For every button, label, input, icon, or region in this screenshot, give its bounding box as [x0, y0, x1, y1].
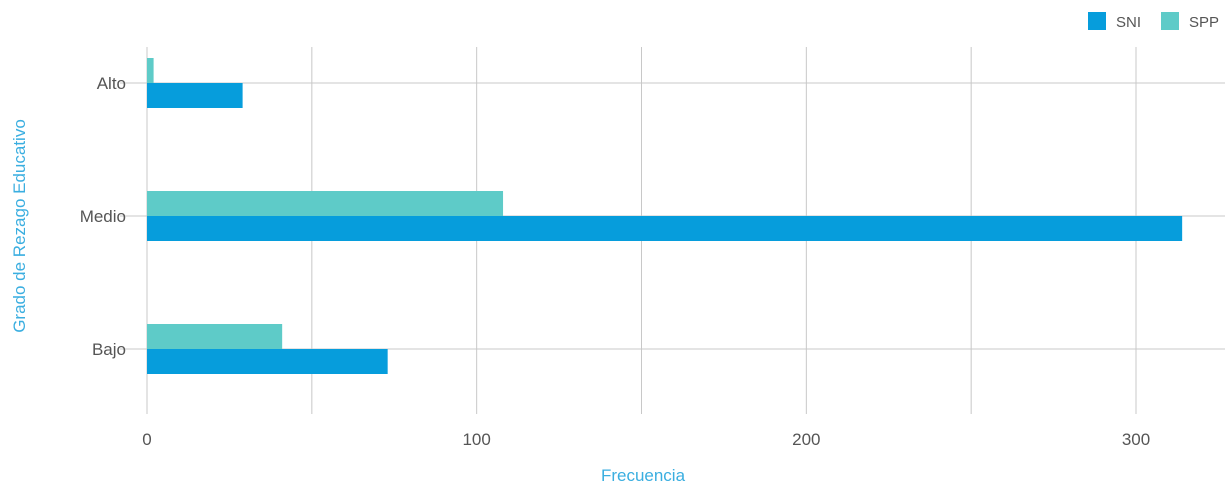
- legend-swatch-sni: [1088, 12, 1106, 30]
- x-axis-title: Frecuencia: [601, 466, 686, 483]
- x-tick-label: 100: [462, 430, 490, 449]
- legend: SNI SPP: [1088, 12, 1219, 31]
- bar-sni-medio: [147, 216, 1183, 241]
- bar-spp-alto: [147, 58, 154, 83]
- x-axis-ticks: 0 100 200 300: [142, 430, 1150, 449]
- bar-sni-alto: [147, 83, 243, 108]
- x-tick-label: 0: [142, 430, 151, 449]
- y-axis-title: Grado de Rezago Educativo: [10, 119, 29, 333]
- y-tick-label-bajo: Bajo: [92, 340, 126, 359]
- x-tick-label: 300: [1122, 430, 1150, 449]
- legend-swatch-spp: [1161, 12, 1179, 30]
- bar-spp-medio: [147, 191, 504, 216]
- y-axis-ticks: Alto Medio Bajo: [80, 74, 126, 359]
- bar-spp-bajo: [147, 324, 283, 349]
- bar-sni-bajo: [147, 349, 388, 374]
- y-tick-label-medio: Medio: [80, 207, 126, 226]
- y-tick-label-alto: Alto: [97, 74, 126, 93]
- bars: [147, 58, 1183, 374]
- legend-label-sni: SNI: [1116, 14, 1141, 31]
- legend-label-spp: SPP: [1189, 14, 1219, 31]
- x-tick-label: 200: [792, 430, 820, 449]
